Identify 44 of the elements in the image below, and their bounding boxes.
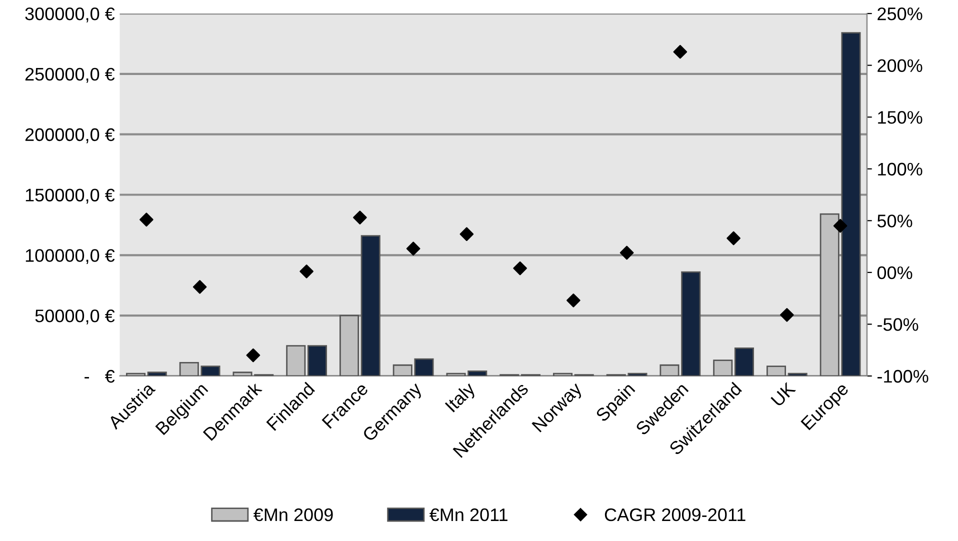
- point: [513, 261, 527, 276]
- point: [353, 210, 367, 224]
- y-tick-label: 50000,0 €: [35, 310, 115, 324]
- y-tick-label: 250000,0 €: [25, 68, 115, 83]
- bar: [788, 372, 808, 376]
- y2-tick-label: 50%: [877, 214, 912, 228]
- y-tick-label: - €: [84, 370, 115, 383]
- y2-tick-label: -50%: [878, 318, 918, 331]
- y-tick-label: 100000,0 €: [26, 249, 115, 264]
- point: [726, 231, 740, 246]
- point: [300, 264, 314, 278]
- legend-label: €Mn 2009: [253, 508, 333, 522]
- bar: [766, 366, 786, 376]
- y2-tick-label: 200%: [878, 59, 922, 72]
- bar: [713, 360, 733, 376]
- y2-tick-label: 00%: [877, 266, 912, 280]
- point: [406, 242, 420, 256]
- y-tick-label: 300000,0 €: [25, 7, 115, 22]
- y2-tick-label: 250%: [878, 7, 922, 20]
- bar: [734, 348, 754, 376]
- point: [566, 293, 580, 308]
- bar: [126, 372, 146, 376]
- y-tick-label: 200000,0 €: [25, 128, 115, 144]
- point: [833, 218, 848, 233]
- bar: [339, 314, 360, 376]
- bar: [286, 345, 306, 376]
- bar: [147, 372, 167, 376]
- point: [246, 348, 260, 362]
- point: [140, 212, 154, 227]
- point: [620, 246, 634, 260]
- point: [192, 280, 207, 294]
- legend-label: €Mn 2011: [429, 508, 508, 522]
- y2-tick-label: -100%: [878, 370, 928, 383]
- legend-label: CAGR 2009-2011: [604, 508, 746, 522]
- point: [780, 308, 794, 322]
- y2-tick-label: 150%: [878, 111, 922, 124]
- bar: [307, 345, 328, 376]
- y-tick-label: 150000,0 €: [26, 188, 115, 204]
- y2-tick-label: 100%: [878, 162, 922, 176]
- point: [673, 44, 688, 59]
- bar: [552, 372, 573, 376]
- x-tick-label: UK: [770, 381, 796, 407]
- point: [460, 227, 474, 242]
- bar: [360, 235, 380, 376]
